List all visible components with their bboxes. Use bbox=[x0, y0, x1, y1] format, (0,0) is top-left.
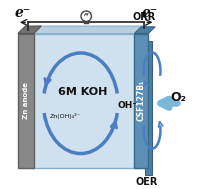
FancyBboxPatch shape bbox=[134, 33, 148, 168]
Text: Zn anode: Zn anode bbox=[23, 82, 29, 119]
Text: e⁻: e⁻ bbox=[14, 6, 31, 20]
Polygon shape bbox=[139, 26, 146, 168]
Text: e⁻: e⁻ bbox=[142, 6, 158, 20]
Polygon shape bbox=[18, 26, 41, 33]
Text: 6M KOH: 6M KOH bbox=[58, 87, 107, 97]
Text: CSF127B₁: CSF127B₁ bbox=[137, 80, 146, 121]
Polygon shape bbox=[31, 26, 146, 33]
Text: O₂: O₂ bbox=[170, 91, 186, 104]
Polygon shape bbox=[134, 27, 155, 33]
Text: Zn(OH)₄²⁻: Zn(OH)₄²⁻ bbox=[50, 113, 81, 119]
Text: ORR: ORR bbox=[133, 12, 156, 22]
Text: OER: OER bbox=[135, 177, 157, 187]
FancyBboxPatch shape bbox=[31, 33, 139, 168]
FancyBboxPatch shape bbox=[18, 33, 34, 168]
FancyBboxPatch shape bbox=[145, 41, 152, 175]
Text: OH⁻: OH⁻ bbox=[118, 101, 138, 110]
